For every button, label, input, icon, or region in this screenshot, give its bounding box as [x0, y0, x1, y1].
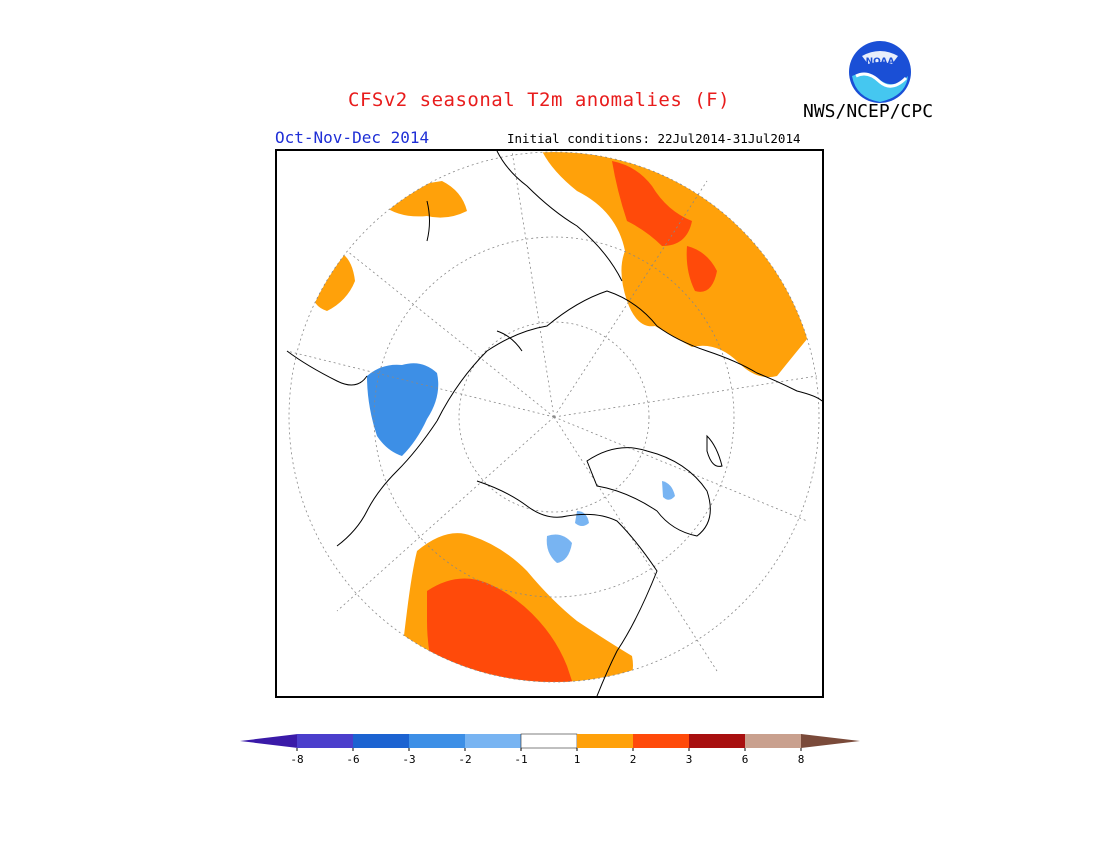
- legend-bin: [409, 734, 465, 748]
- legend-tick-label: 6: [741, 753, 749, 766]
- legend-bin-below-min: [240, 734, 298, 748]
- coastlines: [286, 151, 822, 696]
- legend-tick-label: 1: [573, 753, 581, 766]
- legend-tick-label: 8: [797, 753, 805, 766]
- anomaly-region-east-siberia: [367, 363, 439, 456]
- polar-map: [275, 149, 824, 698]
- legend-tick-label: -6: [346, 753, 360, 766]
- legend-bin: [520, 733, 578, 749]
- legend-bin: [633, 734, 689, 748]
- anomaly-region-russia-core: [686, 246, 717, 292]
- legend-bin-above-max: [801, 734, 860, 748]
- anomaly-region-greenland-blue: [662, 481, 675, 500]
- legend-bin: [353, 734, 409, 748]
- anomaly-region-canada-blue: [546, 534, 572, 563]
- legend-tick-label: 3: [685, 753, 693, 766]
- anomaly-region-northeast-africa: [377, 181, 467, 218]
- legend-bin: [689, 734, 745, 748]
- organization-label: NWS/NCEP/CPC: [803, 101, 934, 122]
- legend-tick-label: 2: [629, 753, 637, 766]
- legend-bin: [745, 734, 801, 748]
- season-label: Oct-Nov-Dec 2014: [275, 128, 430, 147]
- legend-tick-label: -8: [290, 753, 304, 766]
- legend-tick-label: -1: [514, 753, 528, 766]
- map-title: CFSv2 seasonal T2m anomalies (F): [348, 89, 731, 111]
- noaa-logo: NOAA: [849, 41, 911, 103]
- anomaly-region-canada-blue: [575, 511, 589, 526]
- initial-conditions-label: Initial conditions: 22Jul2014-31Jul2014: [507, 131, 801, 146]
- color-legend: [240, 733, 860, 751]
- legend-bin: [465, 734, 521, 748]
- legend-bin: [577, 734, 633, 748]
- svg-text:NOAA: NOAA: [866, 57, 895, 67]
- legend-tick-label: -2: [458, 753, 472, 766]
- anomaly-region-russia-core: [612, 161, 692, 246]
- graticule: [286, 151, 820, 683]
- anomaly-region-central-asia: [312, 251, 355, 311]
- anomaly-map-svg: [286, 151, 822, 696]
- legend-tick-label: -3: [402, 753, 416, 766]
- legend-bin: [297, 734, 353, 748]
